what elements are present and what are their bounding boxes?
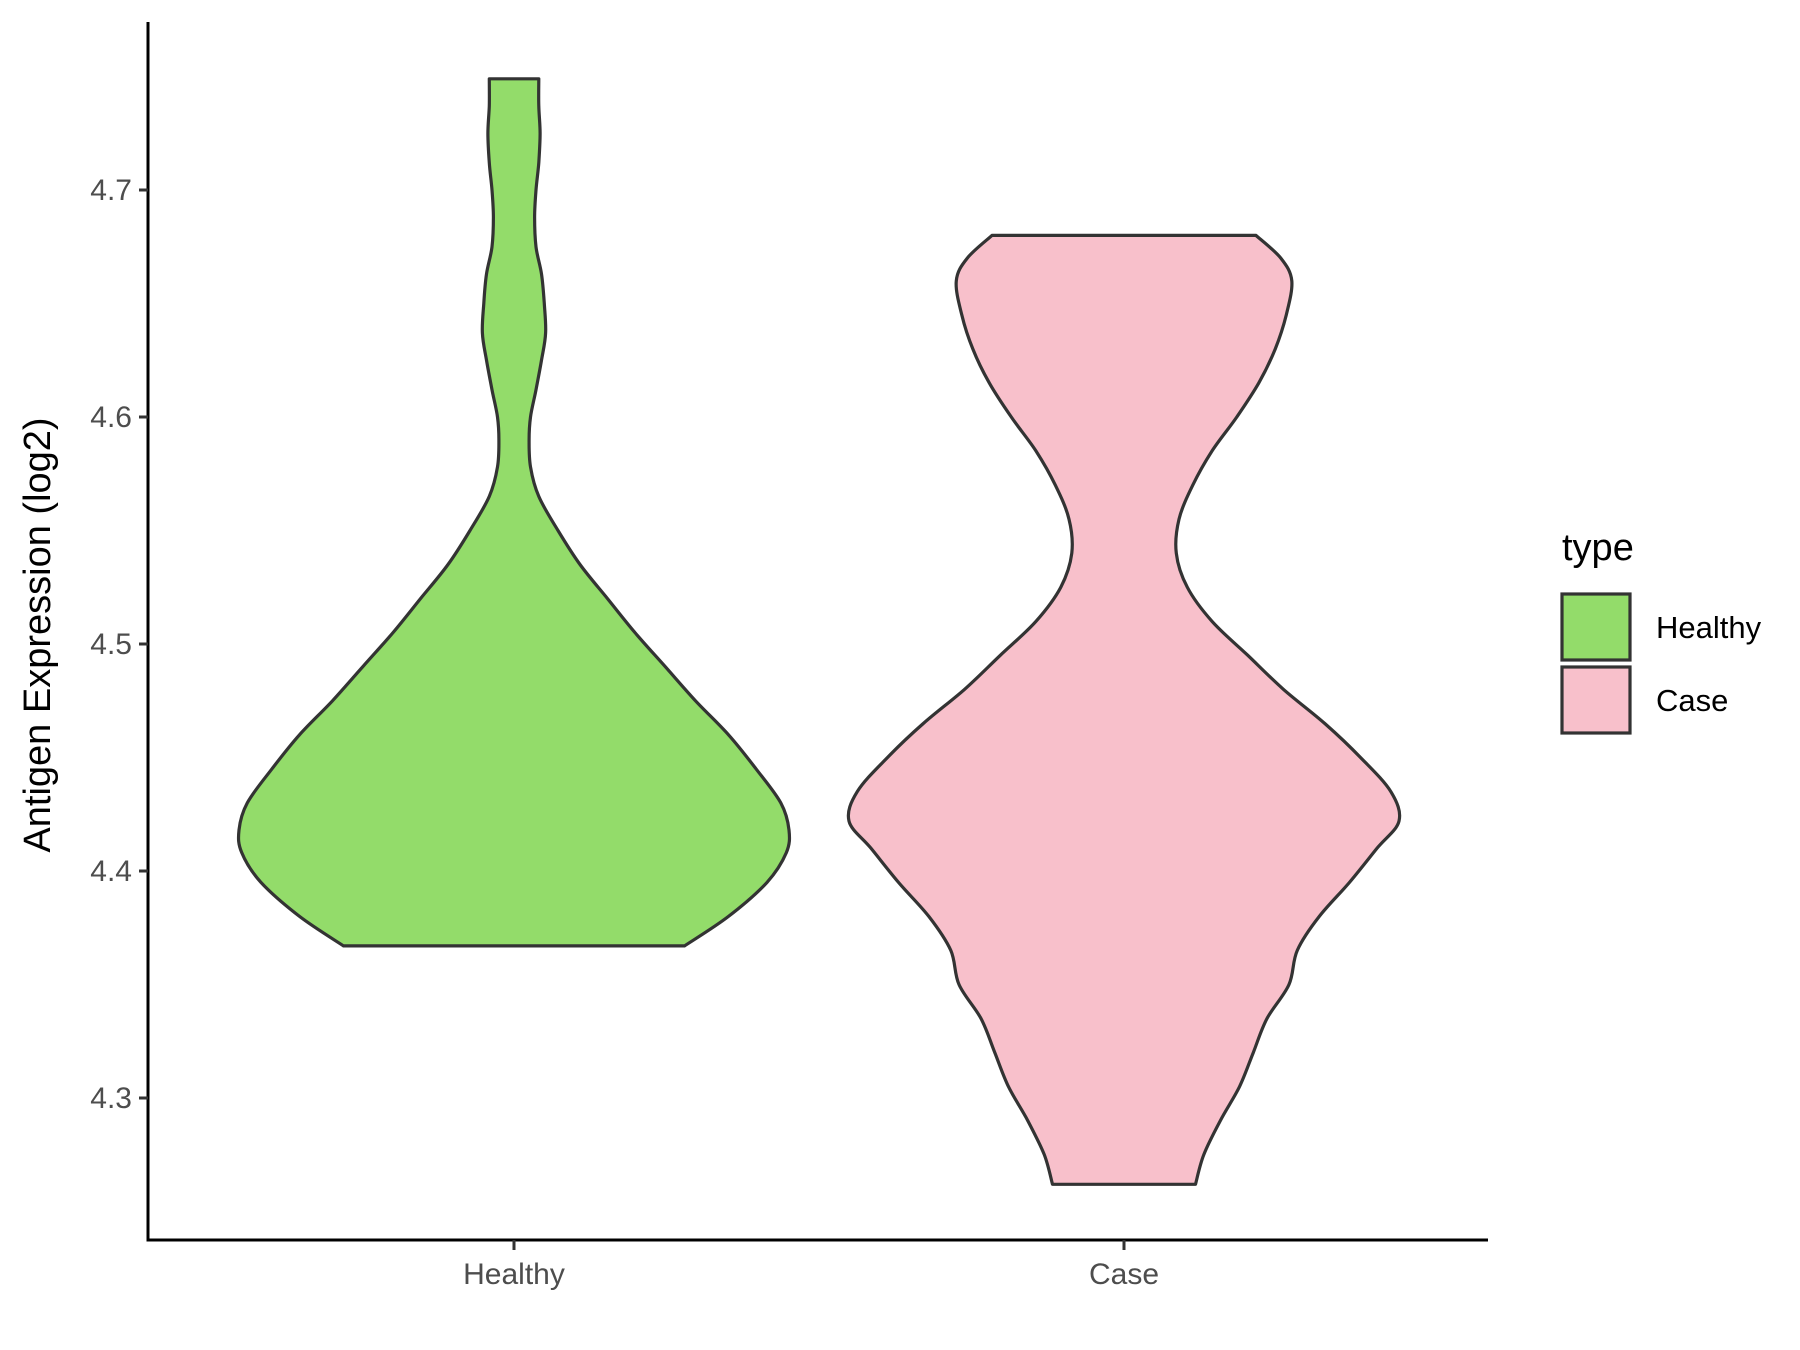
legend-label-case: Case	[1656, 683, 1728, 718]
x-axis: Healthy Case	[146, 1238, 1488, 1291]
y-axis: 4.3 4.4 4.5 4.6 4.7	[90, 22, 150, 1242]
y-tick-label: 4.5	[90, 628, 132, 661]
legend-swatch-healthy	[1560, 592, 1632, 662]
legend-label-healthy: Healthy	[1656, 610, 1762, 645]
violins-group	[236, 77, 1402, 1186]
legend-swatch-case	[1560, 665, 1632, 735]
legend: type Healthy Case	[1560, 527, 1762, 735]
x-tick-label: Case	[1089, 1258, 1159, 1291]
legend-title: type	[1562, 527, 1634, 569]
y-axis-title: Antigen Expression (log2)	[17, 417, 59, 852]
y-tick-label: 4.4	[90, 855, 132, 888]
y-tick-label: 4.6	[90, 401, 132, 434]
y-tick-label: 4.7	[90, 174, 132, 207]
violin-case	[846, 233, 1402, 1186]
x-tick-label: Healthy	[463, 1258, 565, 1291]
y-tick-label: 4.3	[90, 1082, 132, 1115]
violin-healthy	[236, 77, 792, 948]
